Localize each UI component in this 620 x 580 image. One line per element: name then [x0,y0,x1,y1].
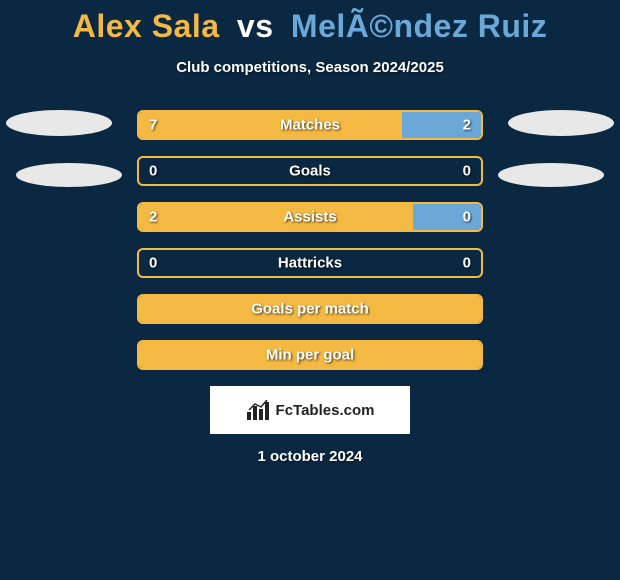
subtitle: Club competitions, Season 2024/2025 [0,59,620,76]
stat-bar-row: 0 0 Goals [137,156,483,186]
player2-photo-placeholder-shadow [498,163,604,187]
stat-bar-row: Min per goal [137,340,483,370]
stat-label: Matches [280,117,340,134]
date-label: 1 october 2024 [0,448,620,465]
stat-label: Hattricks [278,255,342,272]
stat-bar-row: 0 0 Hattricks [137,248,483,278]
player1-photo-placeholder [6,110,112,136]
stat-bar-row: 2 0 Assists [137,202,483,232]
stat-value-right: 0 [463,163,471,180]
stat-bar-fill-left [139,112,402,138]
stat-bar-fill-left [139,204,413,230]
stat-label: Min per goal [266,347,354,364]
player1-name: Alex Sala [73,8,220,44]
watermark-text: FcTables.com [276,402,375,419]
stat-value-right: 2 [463,117,471,134]
stat-label: Goals per match [251,301,369,318]
stat-label: Assists [283,209,336,226]
vs-text: vs [237,8,274,44]
chart-area: 7 2 Matches 0 0 Goals 2 0 Assists 0 0 Hattricks Goal… [0,110,620,370]
stat-value-right: 0 [463,255,471,272]
watermark: FcTables.com [210,386,410,434]
stat-value-left: 2 [149,209,157,226]
stat-bar-row: 7 2 Matches [137,110,483,140]
stat-label: Goals [289,163,331,180]
stat-bars-container: 7 2 Matches 0 0 Goals 2 0 Assists 0 0 Hattricks Goal… [137,110,483,370]
stat-value-left: 7 [149,117,157,134]
player2-name: MelÃ©ndez Ruiz [291,8,547,44]
stat-value-left: 0 [149,163,157,180]
comparison-title: Alex Sala vs MelÃ©ndez Ruiz [0,0,620,45]
stat-bar-row: Goals per match [137,294,483,324]
watermark-chart-icon [246,400,270,420]
player1-photo-placeholder-shadow [16,163,122,187]
player2-photo-placeholder [508,110,614,136]
stat-value-right: 0 [463,209,471,226]
stat-value-left: 0 [149,255,157,272]
